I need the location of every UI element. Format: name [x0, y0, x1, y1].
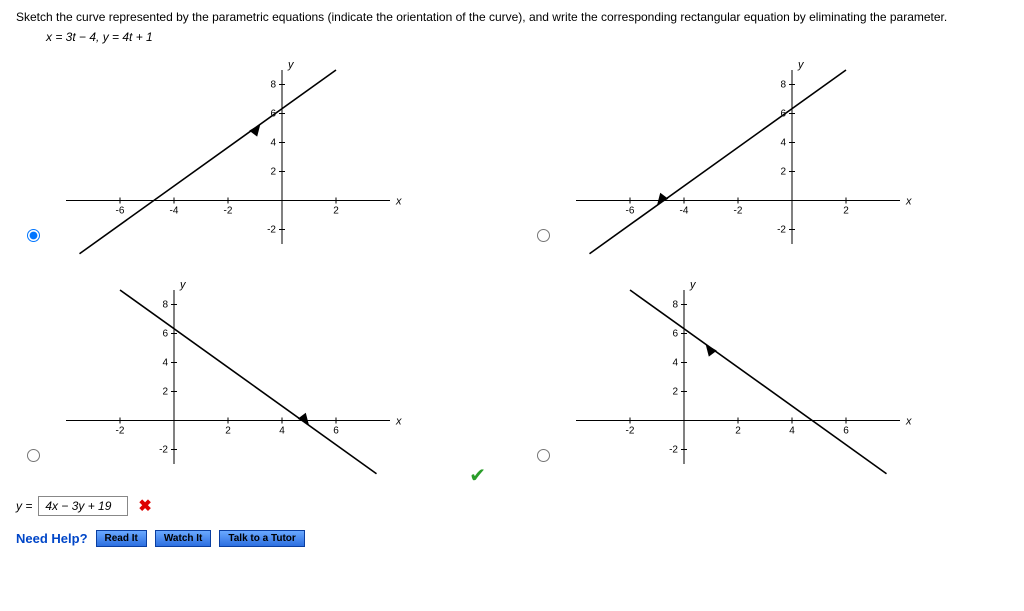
read-it-button[interactable]: Read It	[96, 530, 147, 547]
svg-text:-2: -2	[669, 445, 678, 456]
svg-text:8: 8	[672, 300, 678, 311]
svg-text:4: 4	[270, 138, 276, 149]
svg-text:x: x	[905, 416, 912, 428]
svg-text:x: x	[905, 196, 912, 208]
svg-text:2: 2	[162, 387, 168, 398]
svg-text:2: 2	[672, 387, 678, 398]
help-row: Need Help? Read It Watch It Talk to a Tu…	[16, 530, 1008, 547]
svg-text:6: 6	[333, 426, 339, 437]
svg-text:8: 8	[162, 300, 168, 311]
svg-text:-2: -2	[777, 225, 786, 236]
svg-text:2: 2	[843, 206, 849, 217]
radio-b[interactable]	[537, 229, 550, 242]
svg-text:4: 4	[672, 358, 678, 369]
svg-text:2: 2	[225, 426, 231, 437]
svg-text:2: 2	[333, 206, 339, 217]
radio-d[interactable]	[537, 449, 550, 462]
svg-text:-6: -6	[626, 206, 635, 217]
svg-text:-2: -2	[267, 225, 276, 236]
option-c: -2246-22468xy ✔	[16, 272, 486, 482]
svg-text:4: 4	[279, 426, 285, 437]
svg-text:y: y	[179, 279, 187, 291]
svg-text:8: 8	[270, 80, 276, 91]
option-b: -6-4-22-22468xy	[526, 52, 996, 262]
svg-text:x: x	[395, 416, 402, 428]
check-icon: ✔	[469, 463, 486, 488]
wrong-icon: ✖	[138, 496, 151, 516]
svg-text:4: 4	[780, 138, 786, 149]
need-help-label: Need Help?	[16, 531, 88, 546]
radio-c[interactable]	[27, 449, 40, 462]
parametric-equations: x = 3t − 4, y = 4t + 1	[46, 30, 1008, 44]
svg-text:4: 4	[789, 426, 795, 437]
answer-input[interactable]: 4x − 3y + 19	[38, 496, 128, 516]
chart-c: -2 2 4 6 -2 2 4 6 8 x y	[48, 272, 408, 482]
svg-text:-2: -2	[734, 206, 743, 217]
svg-text:2: 2	[780, 167, 786, 178]
chart-grid: -6 -4 -2 2 -2 2 4 6 8 x y -6 -4 -2 2 -2 2 4 6 8 x y -2 2 4 6 -2 2…	[16, 52, 996, 482]
svg-text:-6: -6	[116, 206, 125, 217]
talk-tutor-button[interactable]: Talk to a Tutor	[219, 530, 304, 547]
svg-text:6: 6	[843, 426, 849, 437]
svg-text:6: 6	[672, 329, 678, 340]
svg-text:y: y	[287, 59, 295, 71]
answer-row: y = 4x − 3y + 19 ✖	[16, 496, 1008, 516]
svg-text:8: 8	[780, 80, 786, 91]
svg-text:y: y	[689, 279, 697, 291]
svg-text:-4: -4	[170, 206, 179, 217]
radio-a[interactable]	[27, 229, 40, 242]
svg-text:2: 2	[735, 426, 741, 437]
svg-text:x: x	[395, 196, 402, 208]
svg-text:-4: -4	[680, 206, 689, 217]
svg-text:6: 6	[162, 329, 168, 340]
svg-text:4: 4	[162, 358, 168, 369]
chart-d: -2 2 4 6 -2 2 4 6 8 x y	[558, 272, 918, 482]
option-d: -2 2 4 6 -2 2 4 6 8 x y	[526, 272, 996, 482]
svg-text:-2: -2	[116, 426, 125, 437]
svg-text:-2: -2	[626, 426, 635, 437]
chart-a: -6-4-22-22468xy	[48, 52, 408, 262]
answer-prefix: y =	[16, 499, 32, 513]
chart-b: -6-4-22-22468xy	[558, 52, 918, 262]
watch-it-button[interactable]: Watch It	[155, 530, 212, 547]
option-a: -6-4-22-22468xy	[16, 52, 486, 262]
svg-text:-2: -2	[224, 206, 233, 217]
svg-text:2: 2	[270, 167, 276, 178]
question-text: Sketch the curve represented by the para…	[16, 10, 1008, 24]
svg-text:-2: -2	[159, 445, 168, 456]
svg-text:y: y	[797, 59, 805, 71]
